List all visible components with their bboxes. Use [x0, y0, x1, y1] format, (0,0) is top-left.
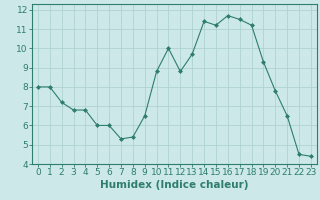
X-axis label: Humidex (Indice chaleur): Humidex (Indice chaleur)	[100, 180, 249, 190]
